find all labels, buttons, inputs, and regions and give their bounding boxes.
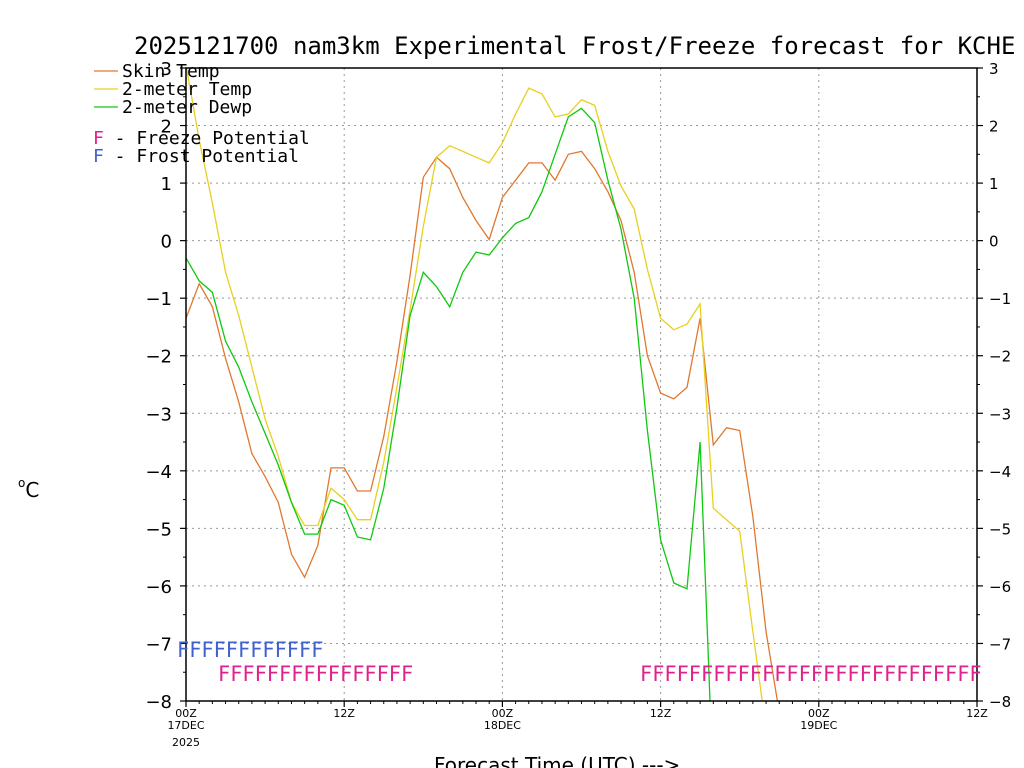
x-tick-date: 18DEC (484, 719, 521, 732)
potential-rows: FFFFFFFFFFFFFFFFFFFFFFFFFFFF FFFFFFFFFFFF… (177, 638, 982, 686)
legend-label: Skin Temp (122, 61, 220, 82)
series-line-2-meter-dewp (186, 107, 711, 701)
potential-legend-letter: F (93, 128, 104, 149)
y-tick-label: −3 (145, 404, 172, 425)
y-axis-left: 3 2 1 0 −1 −2 −3 −4 −5 −6 −7 −8 (145, 59, 186, 713)
potential-legend-text: - Freeze Potential (104, 128, 310, 149)
y-tick-label: −6 (145, 577, 172, 598)
x-tick-label: 12Z (650, 707, 672, 720)
y-tick-label-right: 2 (989, 118, 999, 136)
y-axis-label-degree: o (18, 476, 25, 490)
x-tick-label: 00Z (175, 707, 197, 720)
freeze-potential-row: FFFFFFFFFFFFFFFF (218, 662, 413, 686)
chart-title: 2025121700 nam3km Experimental Frost/Fre… (134, 32, 1015, 60)
y-axis-right: 3 2 1 0 −1 −2 −3 −4 −5 −6 −7 −8 (977, 60, 1011, 711)
potential-legend-letter: F (93, 146, 104, 167)
freeze-potential-row: FFFFFFFFFFFFFFFFFFFFFFFFFFFF (640, 662, 982, 686)
x-axis-label: Forecast Time (UTC) ---> (434, 753, 680, 768)
legend-label: 2-meter Temp (122, 79, 252, 100)
x-tick-label: 00Z (492, 707, 514, 720)
x-tick-year: 2025 (172, 736, 200, 749)
y-axis-label-unit: C (25, 478, 39, 502)
potential-legend-item: F - Frost Potential (93, 146, 299, 167)
y-tick-label-right: −4 (989, 463, 1011, 481)
series-lines (186, 68, 779, 701)
y-tick-label: −1 (145, 289, 172, 310)
y-tick-label: 0 (161, 232, 172, 253)
y-tick-label-right: −8 (989, 693, 1011, 711)
plot-frame (185, 67, 978, 702)
y-tick-label: −8 (145, 692, 172, 713)
y-tick-label: −5 (145, 519, 172, 540)
y-tick-label: −4 (145, 462, 172, 483)
y-tick-label-right: −1 (989, 290, 1011, 308)
y-tick-label: −7 (145, 634, 172, 655)
legend-label: 2-meter Dewp (122, 97, 252, 118)
potential-legend-item: F - Freeze Potential (93, 128, 310, 149)
y-tick-label-right: 3 (989, 60, 999, 78)
potential-legend-text: - Frost Potential (104, 146, 299, 167)
y-tick-label-right: −7 (989, 635, 1011, 653)
y-tick-label-right: −6 (989, 578, 1011, 596)
y-tick-label-right: −3 (989, 405, 1011, 423)
y-tick-label-right: −2 (989, 348, 1011, 366)
x-tick-date: 19DEC (800, 719, 837, 732)
x-tick-label: 12Z (333, 707, 355, 720)
y-tick-label: 2 (161, 117, 172, 138)
x-tick-label: 12Z (966, 707, 988, 720)
y-tick-label-right: 0 (989, 233, 999, 251)
y-axis-label: oC (18, 476, 39, 502)
y-tick-label: 1 (161, 174, 172, 195)
y-tick-label-right: −5 (989, 520, 1011, 538)
grid (186, 68, 977, 701)
x-tick-label: 00Z (808, 707, 830, 720)
x-tick-date: 17DEC (167, 719, 204, 732)
frost-potential-row: FFFFFFFFFFFF (177, 638, 323, 662)
y-tick-label: −2 (145, 347, 172, 368)
y-tick-label: 3 (161, 59, 172, 80)
y-tick-label-right: 1 (989, 175, 999, 193)
